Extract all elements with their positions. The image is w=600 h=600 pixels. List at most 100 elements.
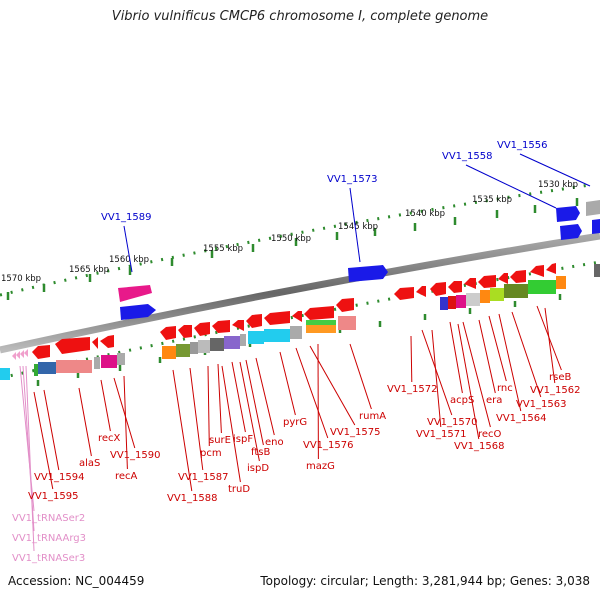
gene-label-inner[interactable]: VV1_1568 xyxy=(454,441,505,452)
leader-line xyxy=(462,321,491,428)
ruler-label: 1570 kbp xyxy=(1,274,41,284)
gene-label-inner[interactable]: recO xyxy=(478,429,502,440)
gene-arrow[interactable] xyxy=(430,282,446,296)
gene-arrow[interactable] xyxy=(120,304,156,320)
gene-label-inner[interactable]: truD xyxy=(228,484,250,495)
gene-arrow[interactable] xyxy=(194,322,210,336)
leader-line xyxy=(349,187,361,263)
leader-line xyxy=(431,329,442,428)
gene-label-inner[interactable]: rseB xyxy=(549,372,571,383)
gene-arrow[interactable] xyxy=(556,206,580,222)
gene-label-inner[interactable]: rnc xyxy=(497,383,513,394)
gene-arrow[interactable] xyxy=(160,326,176,340)
gene-label-inner[interactable]: eno xyxy=(265,437,284,448)
trna-arrow[interactable] xyxy=(20,350,24,358)
domain-box xyxy=(264,329,290,342)
gene-label-inner[interactable]: recX xyxy=(98,433,121,444)
gene-arrow[interactable] xyxy=(510,270,526,283)
gene-label-inner[interactable]: VV1_1594 xyxy=(34,472,85,483)
gene-label-inner[interactable]: VV1_1564 xyxy=(496,413,547,424)
gene-arrow[interactable] xyxy=(100,335,114,348)
leader-line xyxy=(255,357,275,436)
gene-label-inner[interactable]: VV1_1588 xyxy=(167,493,218,504)
gene-arrow[interactable] xyxy=(232,320,244,331)
gene-arrow[interactable] xyxy=(394,287,414,300)
leader-line xyxy=(498,313,522,412)
gene-arrow[interactable] xyxy=(264,311,290,325)
leader-line xyxy=(43,389,60,471)
gene-label-outer[interactable]: VV1_1558 xyxy=(442,151,493,162)
gene-arrow[interactable] xyxy=(292,311,302,322)
gene-label-outer[interactable]: VV1_1556 xyxy=(497,140,548,151)
gene-arrow[interactable] xyxy=(498,273,508,284)
leader-line xyxy=(511,311,542,398)
gene-arrow[interactable] xyxy=(32,345,50,359)
gene-arrow[interactable] xyxy=(560,224,582,240)
gene-label-inner[interactable]: era xyxy=(486,395,502,406)
domain-box xyxy=(176,344,190,357)
gene-label-inner[interactable]: rumA xyxy=(359,411,386,422)
domain-box xyxy=(594,264,600,277)
leader-line xyxy=(113,377,136,449)
gene-arrow[interactable] xyxy=(448,281,462,293)
gene-arrow[interactable] xyxy=(586,200,600,216)
leader-line xyxy=(239,361,260,462)
gene-arrow[interactable] xyxy=(246,314,262,328)
gene-label-inner[interactable]: VV1_1571 xyxy=(416,429,467,440)
gene-label-inner[interactable]: ispF xyxy=(233,434,253,445)
gene-label-inner[interactable]: pcm xyxy=(200,448,222,459)
gene-arrow[interactable] xyxy=(118,285,152,302)
leader-line xyxy=(231,361,246,433)
gene-label-inner[interactable]: VV1_1572 xyxy=(387,384,438,395)
gene-label-outer[interactable]: VV1_1573 xyxy=(327,174,378,185)
domain-box xyxy=(240,334,246,346)
domain-box xyxy=(528,280,556,294)
gene-label-inner[interactable]: VV1_1590 xyxy=(110,450,161,461)
gene-label-inner[interactable]: VV1_1562 xyxy=(530,385,581,396)
gene-label-inner[interactable]: acpS xyxy=(450,395,474,406)
leader-line xyxy=(349,343,372,410)
trna-label[interactable]: VV1_tRNASer3 xyxy=(12,553,85,564)
gene-arrow[interactable] xyxy=(530,265,544,277)
gene-label-inner[interactable]: mazG xyxy=(306,461,335,472)
inner-red-genes xyxy=(32,263,556,359)
ruler-label: 1530 kbp xyxy=(538,180,578,190)
gene-label-inner[interactable]: VV1_1587 xyxy=(178,472,229,483)
gene-arrow[interactable] xyxy=(336,298,354,312)
gene-label-inner[interactable]: ispD xyxy=(247,463,269,474)
gene-label-inner[interactable]: VV1_1595 xyxy=(28,491,79,502)
trna-label[interactable]: VV1_tRNASer2 xyxy=(12,513,85,524)
gene-arrow[interactable] xyxy=(55,337,90,354)
domain-box xyxy=(490,288,504,301)
trna-arrow[interactable] xyxy=(24,349,28,357)
gene-arrow[interactable] xyxy=(212,320,230,333)
trna-arrow[interactable] xyxy=(12,352,16,360)
gene-label-inner[interactable]: pyrG xyxy=(283,417,307,428)
domain-box xyxy=(456,295,466,308)
gene-arrow[interactable] xyxy=(416,286,426,297)
leader-line xyxy=(33,391,54,490)
gene-arrow[interactable] xyxy=(92,337,98,349)
gene-arrow[interactable] xyxy=(592,219,600,234)
gene-label-inner[interactable]: ftsB xyxy=(251,447,270,458)
gene-label-outer[interactable]: VV1_1589 xyxy=(101,212,152,223)
gene-arrow[interactable] xyxy=(478,275,496,288)
gene-label-inner[interactable]: recA xyxy=(115,471,138,482)
ruler-label: 1565 kbp xyxy=(69,265,109,275)
gene-arrow[interactable] xyxy=(178,325,192,338)
gene-arrow[interactable] xyxy=(464,278,476,289)
gene-label-inner[interactable]: surE xyxy=(209,435,231,446)
gene-label-inner[interactable]: VV1_1575 xyxy=(330,427,381,438)
gene-arrow[interactable] xyxy=(546,263,556,274)
gene-label-inner[interactable]: VV1_1563 xyxy=(516,399,567,410)
gene-label-inner[interactable]: VV1_1570 xyxy=(427,417,478,428)
trna-label[interactable]: VV1_tRNAArg3 xyxy=(12,533,86,544)
gene-label-inner[interactable]: alaS xyxy=(79,458,100,469)
leader-line xyxy=(488,315,507,382)
gene-label-inner[interactable]: VV1_1576 xyxy=(303,440,354,451)
trna-arrow[interactable] xyxy=(16,351,20,359)
gene-arrow[interactable] xyxy=(304,306,334,320)
trna-genes xyxy=(12,349,28,360)
gene-arrow[interactable] xyxy=(348,265,388,282)
